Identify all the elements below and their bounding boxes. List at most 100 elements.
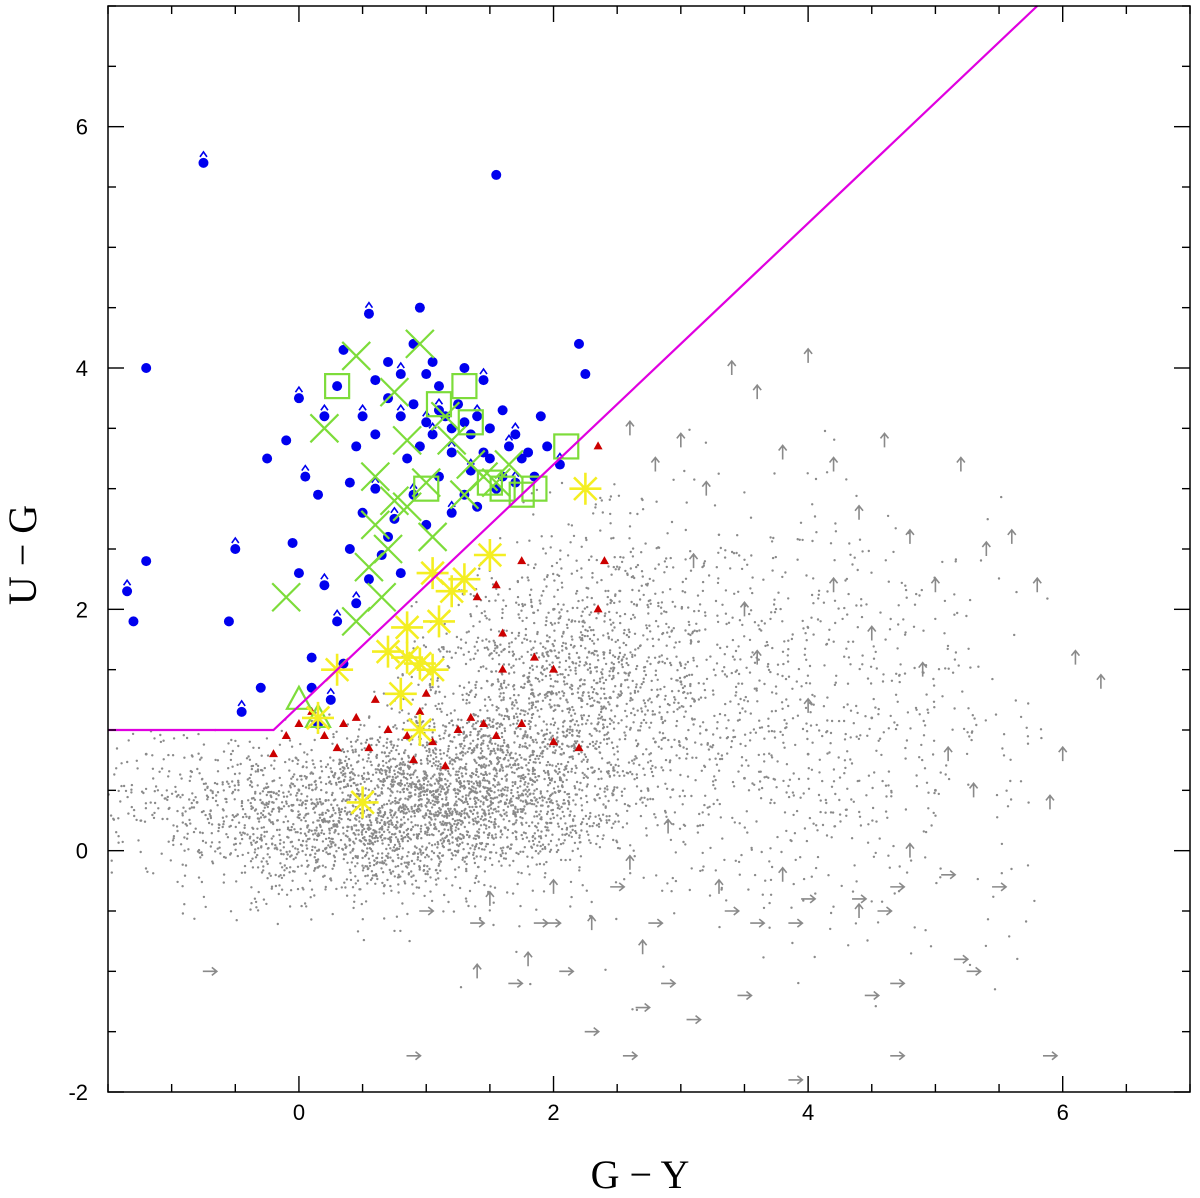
- background-point: [394, 824, 398, 827]
- background-point: [531, 839, 535, 843]
- background-point: [501, 611, 504, 615]
- background-point: [832, 780, 836, 783]
- background-point: [776, 760, 779, 763]
- background-point: [640, 707, 643, 710]
- background-point: [631, 698, 634, 701]
- background-point: [803, 653, 806, 656]
- background-point: [448, 848, 452, 851]
- background-point: [604, 707, 608, 710]
- background-point: [265, 830, 269, 833]
- background-point: [517, 603, 520, 606]
- background-point: [855, 735, 858, 738]
- background-point: [548, 850, 552, 853]
- background-point: [674, 879, 678, 883]
- background-point: [674, 641, 677, 644]
- background-point: [750, 846, 753, 850]
- background-point: [731, 616, 734, 619]
- background-point: [731, 780, 735, 784]
- background-point: [375, 831, 378, 834]
- background-point: [464, 752, 467, 755]
- background-point: [621, 658, 624, 661]
- background-point: [440, 787, 443, 791]
- background-point: [500, 777, 504, 781]
- background-point: [666, 631, 669, 634]
- background-point: [448, 842, 451, 845]
- background-point: [709, 745, 712, 748]
- background-point: [717, 577, 720, 580]
- background-point: [351, 849, 354, 852]
- background-point: [617, 672, 620, 675]
- background-point: [521, 837, 524, 841]
- background-point: [701, 811, 704, 814]
- background-point: [495, 727, 499, 730]
- background-point: [790, 906, 793, 909]
- background-point: [211, 860, 214, 863]
- background-point: [519, 712, 522, 716]
- background-point: [573, 620, 577, 623]
- background-point: [689, 704, 692, 708]
- background-point: [476, 743, 479, 746]
- background-point: [402, 761, 405, 764]
- background-point: [666, 657, 669, 660]
- background-point: [368, 864, 372, 868]
- background-point: [282, 795, 286, 798]
- background-point: [612, 767, 615, 770]
- background-point: [574, 662, 578, 665]
- background-point: [340, 817, 343, 821]
- background-point: [597, 822, 601, 826]
- background-point: [687, 632, 690, 636]
- background-point: [850, 798, 853, 801]
- background-point: [501, 787, 504, 790]
- background-point: [262, 773, 265, 777]
- background-point: [352, 781, 355, 785]
- background-point: [558, 778, 562, 782]
- background-point: [331, 806, 335, 810]
- background-point: [595, 650, 598, 653]
- background-point: [406, 832, 410, 836]
- background-point: [426, 762, 429, 765]
- background-point: [505, 811, 508, 814]
- background-point: [612, 565, 615, 569]
- background-point: [749, 731, 752, 734]
- background-point: [697, 698, 701, 701]
- background-point: [634, 648, 637, 651]
- background-point: [829, 742, 832, 745]
- background-point: [533, 815, 536, 818]
- background-point: [391, 801, 394, 804]
- background-point: [888, 628, 892, 631]
- background-point: [291, 879, 294, 882]
- background-point: [568, 756, 571, 759]
- background-point: [815, 531, 818, 534]
- background-point: [610, 661, 613, 664]
- background-point: [663, 719, 667, 722]
- background-point: [360, 774, 364, 778]
- background-point: [487, 819, 491, 823]
- background-point: [641, 801, 644, 804]
- background-point: [576, 847, 580, 850]
- background-point: [552, 709, 555, 713]
- background-point: [870, 900, 873, 903]
- background-point: [399, 768, 402, 771]
- background-point: [424, 645, 428, 649]
- background-point: [588, 732, 591, 736]
- background-point: [353, 824, 356, 827]
- background-point: [310, 888, 314, 891]
- background-point: [687, 606, 690, 609]
- background-point: [496, 646, 499, 649]
- background-point: [811, 693, 814, 697]
- background-point: [690, 867, 693, 870]
- background-point: [537, 775, 541, 778]
- background-point: [539, 810, 542, 813]
- background-point: [845, 577, 849, 581]
- background-point: [562, 798, 566, 802]
- background-point: [433, 823, 436, 827]
- background-point: [482, 734, 485, 737]
- background-point: [538, 840, 541, 844]
- background-point: [484, 786, 487, 789]
- background-point: [356, 738, 359, 742]
- background-point: [581, 694, 584, 697]
- background-point: [640, 497, 643, 500]
- background-point: [542, 589, 545, 593]
- background-point: [489, 800, 492, 803]
- background-point: [714, 674, 717, 677]
